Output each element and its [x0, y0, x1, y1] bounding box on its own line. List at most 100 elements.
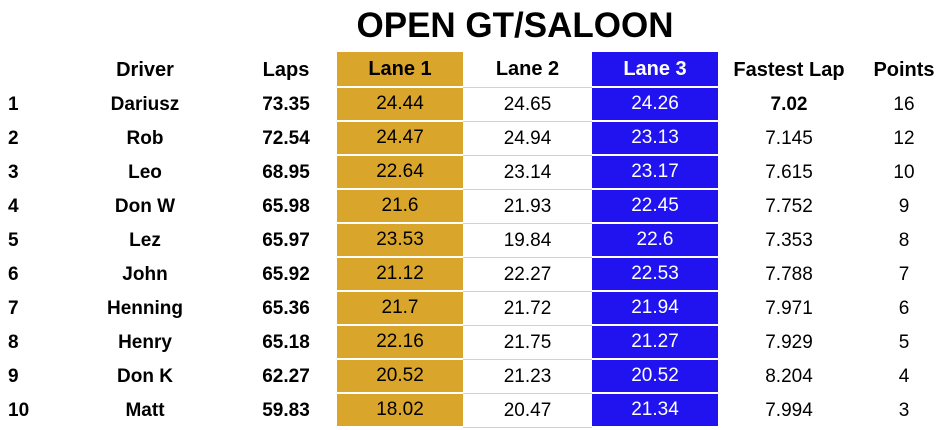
- lane3-time-cell[interactable]: 23.17: [592, 156, 718, 190]
- position-cell[interactable]: 3: [8, 162, 19, 183]
- fastest-lap-cell[interactable]: 7.971: [765, 298, 813, 319]
- lane3-time-cell[interactable]: 21.34: [592, 394, 718, 428]
- lane1-time-cell[interactable]: 24.44: [337, 88, 463, 122]
- col-header-driver[interactable]: Driver: [116, 58, 174, 81]
- table-row: 9 Don K 62.27 20.52 21.23 20.52 8.204 4: [0, 360, 948, 394]
- laps-cell[interactable]: 65.98: [262, 196, 310, 217]
- driver-cell[interactable]: Don K: [117, 366, 173, 387]
- col-header-points[interactable]: Points: [873, 58, 935, 81]
- points-cell[interactable]: 4: [898, 366, 910, 387]
- lane1-time-cell[interactable]: 18.02: [337, 394, 463, 428]
- points-cell[interactable]: 7: [898, 264, 910, 285]
- driver-cell[interactable]: Henning: [107, 298, 183, 319]
- lane2-time-cell[interactable]: 21.75: [463, 326, 592, 360]
- lane3-time-cell[interactable]: 22.53: [592, 258, 718, 292]
- fastest-lap-cell[interactable]: 7.994: [765, 400, 813, 421]
- driver-cell[interactable]: John: [122, 264, 168, 285]
- lane2-time-cell[interactable]: 21.72: [463, 292, 592, 326]
- col-header-lane2[interactable]: Lane 2: [463, 52, 592, 88]
- laps-cell[interactable]: 59.83: [262, 400, 310, 421]
- table-row: 6 John 65.92 21.12 22.27 22.53 7.788 7: [0, 258, 948, 292]
- lane2-time-cell[interactable]: 21.23: [463, 360, 592, 394]
- lane1-time-cell[interactable]: 22.64: [337, 156, 463, 190]
- fastest-lap-cell[interactable]: 7.145: [765, 128, 813, 149]
- lane3-time-cell[interactable]: 20.52: [592, 360, 718, 394]
- lane3-time-cell[interactable]: 22.45: [592, 190, 718, 224]
- fastest-lap-cell[interactable]: 7.353: [765, 230, 813, 251]
- driver-cell[interactable]: Leo: [128, 162, 162, 183]
- fastest-lap-cell[interactable]: 7.788: [765, 264, 813, 285]
- lane3-time-cell[interactable]: 21.94: [592, 292, 718, 326]
- lane1-time-cell[interactable]: 20.52: [337, 360, 463, 394]
- lane1-time-cell[interactable]: 24.47: [337, 122, 463, 156]
- col-header-laps[interactable]: Laps: [262, 58, 310, 81]
- position-cell[interactable]: 1: [8, 94, 19, 115]
- driver-cell[interactable]: Don W: [114, 196, 176, 217]
- laps-cell[interactable]: 62.27: [262, 366, 310, 387]
- fastest-lap-cell[interactable]: 7.929: [765, 332, 813, 353]
- lane2-time-cell[interactable]: 21.93: [463, 190, 592, 224]
- fastest-lap-cell[interactable]: 8.204: [765, 366, 813, 387]
- points-cell[interactable]: 12: [893, 128, 915, 149]
- driver-cell[interactable]: Rob: [126, 128, 164, 149]
- lane3-time-cell[interactable]: 21.27: [592, 326, 718, 360]
- driver-cell[interactable]: Dariusz: [110, 94, 180, 115]
- driver-cell[interactable]: Matt: [125, 400, 165, 421]
- lane2-time-cell[interactable]: 24.65: [463, 88, 592, 122]
- lane3-time-cell[interactable]: 23.13: [592, 122, 718, 156]
- laps-cell[interactable]: 65.92: [262, 264, 310, 285]
- fastest-lap-cell[interactable]: 7.615: [765, 162, 813, 183]
- position-cell[interactable]: 8: [8, 332, 19, 353]
- lane2-time-cell[interactable]: 20.47: [463, 394, 592, 428]
- lane1-time-cell[interactable]: 21.7: [337, 292, 463, 326]
- lane2-time-cell[interactable]: 24.94: [463, 122, 592, 156]
- lane1-time-cell[interactable]: 22.16: [337, 326, 463, 360]
- points-cell[interactable]: 9: [898, 196, 910, 217]
- col-header-fastest-lap[interactable]: Fastest Lap: [733, 58, 845, 81]
- col-header-lane3[interactable]: Lane 3: [592, 52, 718, 88]
- points-cell[interactable]: 6: [898, 298, 910, 319]
- position-cell[interactable]: 5: [8, 230, 19, 251]
- lane1-time-cell[interactable]: 21.6: [337, 190, 463, 224]
- laps-cell[interactable]: 72.54: [262, 128, 310, 149]
- table-row: 7 Henning 65.36 21.7 21.72 21.94 7.971 6: [0, 292, 948, 326]
- lane1-time-cell[interactable]: 23.53: [337, 224, 463, 258]
- lane2-time-cell[interactable]: 19.84: [463, 224, 592, 258]
- page-title: OPEN GT/SALOON: [0, 0, 948, 52]
- fastest-lap-cell[interactable]: 7.02: [770, 94, 808, 115]
- table-row: 5 Lez 65.97 23.53 19.84 22.6 7.353 8: [0, 224, 948, 258]
- page-title-text: OPEN GT/SALOON: [356, 6, 674, 45]
- col-header-lane1[interactable]: Lane 1: [337, 52, 463, 88]
- points-cell[interactable]: 10: [893, 162, 915, 183]
- laps-cell[interactable]: 65.36: [262, 298, 310, 319]
- position-cell[interactable]: 7: [8, 298, 19, 319]
- lane1-time-cell[interactable]: 21.12: [337, 258, 463, 292]
- fastest-lap-cell[interactable]: 7.752: [765, 196, 813, 217]
- lane3-time-cell[interactable]: 24.26: [592, 88, 718, 122]
- table-row: 3 Leo 68.95 22.64 23.14 23.17 7.615 10: [0, 156, 948, 190]
- driver-cell[interactable]: Henry: [118, 332, 172, 353]
- position-cell[interactable]: 4: [8, 196, 19, 217]
- points-cell[interactable]: 5: [898, 332, 910, 353]
- laps-cell[interactable]: 73.35: [262, 94, 310, 115]
- lane3-time-cell[interactable]: 22.6: [592, 224, 718, 258]
- col-header-position[interactable]: [0, 52, 55, 88]
- table-row: 10 Matt 59.83 18.02 20.47 21.34 7.994 3: [0, 394, 948, 428]
- points-cell[interactable]: 16: [893, 94, 915, 115]
- lane2-time-cell[interactable]: 22.27: [463, 258, 592, 292]
- table-body: 1 Dariusz 73.35 24.44 24.65 24.26 7.02 1…: [0, 88, 948, 428]
- lane2-time-cell[interactable]: 23.14: [463, 156, 592, 190]
- table-header: Driver Laps Lane 1 Lane 2 Lane 3 Fastest…: [0, 52, 948, 88]
- laps-cell[interactable]: 65.97: [262, 230, 310, 251]
- position-cell[interactable]: 6: [8, 264, 19, 285]
- table-row: 1 Dariusz 73.35 24.44 24.65 24.26 7.02 1…: [0, 88, 948, 122]
- position-cell[interactable]: 9: [8, 366, 19, 387]
- laps-cell[interactable]: 65.18: [262, 332, 310, 353]
- points-cell[interactable]: 3: [898, 400, 910, 421]
- points-cell[interactable]: 8: [898, 230, 910, 251]
- laps-cell[interactable]: 68.95: [262, 162, 310, 183]
- position-cell[interactable]: 2: [8, 128, 19, 149]
- driver-cell[interactable]: Lez: [129, 230, 161, 251]
- position-cell[interactable]: 10: [8, 400, 30, 421]
